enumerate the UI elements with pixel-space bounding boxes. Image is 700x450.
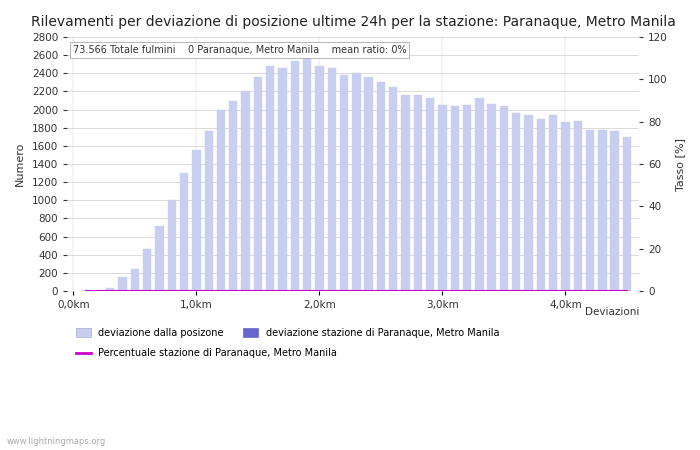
Bar [352, 73, 361, 291]
Percentuale stazione di Paranaque, Metro Manila [426, 288, 434, 293]
Text: Deviazioni: Deviazioni [585, 307, 639, 317]
Percentuale stazione di Paranaque, Metro Manila [610, 288, 619, 293]
Percentuale stazione di Paranaque, Metro Manila [451, 288, 459, 293]
Bar [500, 106, 508, 291]
Bar [451, 106, 459, 291]
Title: Rilevamenti per deviazione di posizione ultime 24h per la stazione: Paranaque, M: Rilevamenti per deviazione di posizione … [31, 15, 675, 29]
Percentuale stazione di Paranaque, Metro Manila [549, 288, 557, 293]
Bar [365, 77, 373, 291]
Percentuale stazione di Paranaque, Metro Manila [290, 288, 299, 293]
Bar [623, 137, 631, 291]
Bar [610, 131, 619, 291]
Bar [241, 91, 250, 291]
Percentuale stazione di Paranaque, Metro Manila [167, 288, 176, 293]
Percentuale stazione di Paranaque, Metro Manila [463, 288, 471, 293]
Bar [537, 119, 545, 291]
Percentuale stazione di Paranaque, Metro Manila [253, 288, 262, 293]
Bar [426, 98, 434, 291]
Percentuale stazione di Paranaque, Metro Manila [537, 288, 545, 293]
Bar [487, 104, 496, 291]
Text: www.lightningmaps.org: www.lightningmaps.org [7, 436, 106, 446]
Percentuale stazione di Paranaque, Metro Manila [266, 288, 274, 293]
Percentuale stazione di Paranaque, Metro Manila [438, 288, 447, 293]
Percentuale stazione di Paranaque, Metro Manila [598, 288, 607, 293]
Percentuale stazione di Paranaque, Metro Manila [352, 288, 361, 293]
Bar [118, 277, 127, 291]
Bar [561, 122, 570, 291]
Bar [377, 82, 385, 291]
Bar [167, 200, 176, 291]
Bar [106, 288, 115, 291]
Bar [475, 98, 484, 291]
Percentuale stazione di Paranaque, Metro Manila [279, 288, 287, 293]
Percentuale stazione di Paranaque, Metro Manila [586, 288, 594, 293]
Bar [155, 225, 164, 291]
Bar [512, 113, 520, 291]
Bar [438, 105, 447, 291]
Percentuale stazione di Paranaque, Metro Manila [241, 288, 250, 293]
Percentuale stazione di Paranaque, Metro Manila [500, 288, 508, 293]
Y-axis label: Tasso [%]: Tasso [%] [675, 138, 685, 190]
Bar [340, 75, 348, 291]
Legend: Percentuale stazione di Paranaque, Metro Manila: Percentuale stazione di Paranaque, Metro… [72, 344, 341, 362]
Bar [229, 100, 237, 291]
Percentuale stazione di Paranaque, Metro Manila [94, 288, 102, 293]
Bar [180, 173, 188, 291]
Y-axis label: Numero: Numero [15, 142, 25, 186]
Bar [131, 269, 139, 291]
Bar [389, 87, 398, 291]
Percentuale stazione di Paranaque, Metro Manila [193, 288, 201, 293]
Percentuale stazione di Paranaque, Metro Manila [229, 288, 237, 293]
Percentuale stazione di Paranaque, Metro Manila [389, 288, 398, 293]
Bar [266, 66, 274, 291]
Percentuale stazione di Paranaque, Metro Manila [118, 288, 127, 293]
Bar [217, 110, 225, 291]
Bar [328, 68, 336, 291]
Bar [290, 61, 299, 291]
Bar [253, 77, 262, 291]
Bar [573, 121, 582, 291]
Percentuale stazione di Paranaque, Metro Manila [475, 288, 484, 293]
Bar [94, 290, 102, 291]
Percentuale stazione di Paranaque, Metro Manila [106, 288, 115, 293]
Percentuale stazione di Paranaque, Metro Manila [414, 288, 422, 293]
Percentuale stazione di Paranaque, Metro Manila [217, 288, 225, 293]
Percentuale stazione di Paranaque, Metro Manila [143, 288, 151, 293]
Bar [414, 95, 422, 291]
Text: 73.566 Totale fulmini    0 Paranaque, Metro Manila    mean ratio: 0%: 73.566 Totale fulmini 0 Paranaque, Metro… [73, 45, 407, 55]
Bar [463, 105, 471, 291]
Percentuale stazione di Paranaque, Metro Manila [623, 288, 631, 293]
Percentuale stazione di Paranaque, Metro Manila [524, 288, 533, 293]
Percentuale stazione di Paranaque, Metro Manila [131, 288, 139, 293]
Percentuale stazione di Paranaque, Metro Manila [204, 288, 213, 293]
Bar [303, 55, 312, 291]
Bar [524, 115, 533, 291]
Bar [549, 115, 557, 291]
Bar [143, 249, 151, 291]
Percentuale stazione di Paranaque, Metro Manila [303, 288, 312, 293]
Percentuale stazione di Paranaque, Metro Manila [328, 288, 336, 293]
Percentuale stazione di Paranaque, Metro Manila [573, 288, 582, 293]
Percentuale stazione di Paranaque, Metro Manila [180, 288, 188, 293]
Bar [315, 66, 323, 291]
Percentuale stazione di Paranaque, Metro Manila [561, 288, 570, 293]
Bar [401, 95, 410, 291]
Bar [193, 149, 201, 291]
Percentuale stazione di Paranaque, Metro Manila [512, 288, 521, 293]
Percentuale stazione di Paranaque, Metro Manila [340, 288, 348, 293]
Percentuale stazione di Paranaque, Metro Manila [81, 288, 90, 293]
Bar [586, 130, 594, 291]
Bar [598, 130, 607, 291]
Percentuale stazione di Paranaque, Metro Manila [487, 288, 496, 293]
Bar [279, 68, 287, 291]
Percentuale stazione di Paranaque, Metro Manila [377, 288, 385, 293]
Percentuale stazione di Paranaque, Metro Manila [401, 288, 410, 293]
Percentuale stazione di Paranaque, Metro Manila [365, 288, 373, 293]
Bar [204, 131, 213, 291]
Percentuale stazione di Paranaque, Metro Manila [315, 288, 323, 293]
Percentuale stazione di Paranaque, Metro Manila [155, 288, 164, 293]
